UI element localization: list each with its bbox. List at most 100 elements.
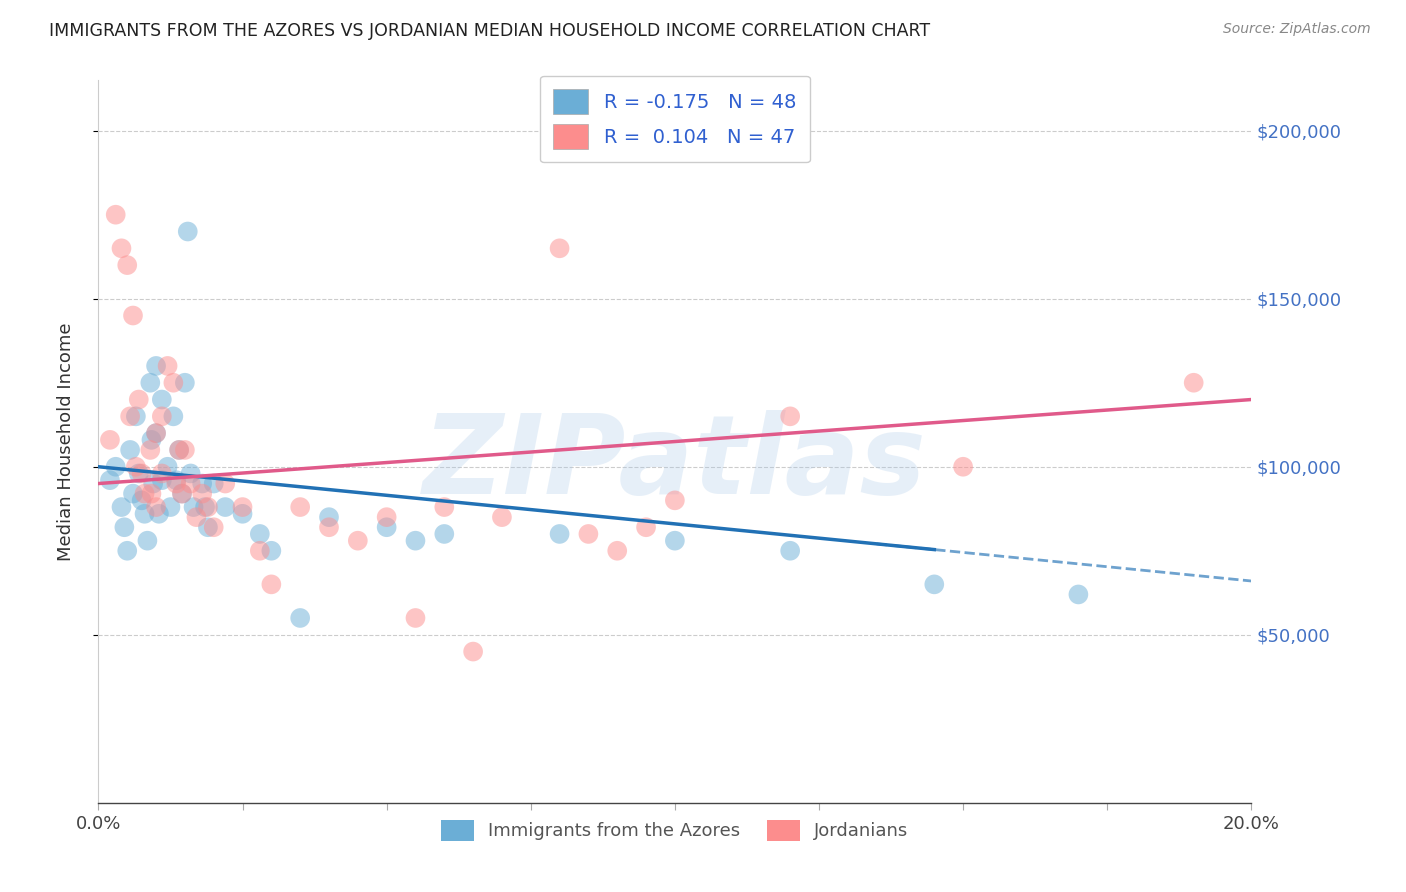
Point xyxy=(131,493,153,508)
Point xyxy=(170,486,193,500)
Point xyxy=(578,527,600,541)
Point xyxy=(167,442,190,457)
Point xyxy=(122,309,145,323)
Point xyxy=(167,442,190,457)
Point xyxy=(180,467,202,481)
Point xyxy=(125,409,148,424)
Point xyxy=(148,507,170,521)
Point xyxy=(249,543,271,558)
Point xyxy=(183,500,205,514)
Point xyxy=(128,467,150,481)
Point xyxy=(347,533,370,548)
Point xyxy=(117,543,139,558)
Point xyxy=(202,476,225,491)
Point xyxy=(120,409,142,424)
Point xyxy=(145,426,167,441)
Point xyxy=(186,510,208,524)
Point xyxy=(952,459,974,474)
Point xyxy=(128,392,150,407)
Legend: Immigrants from the Azores, Jordanians: Immigrants from the Azores, Jordanians xyxy=(434,813,915,848)
Point xyxy=(165,473,187,487)
Y-axis label: Median Household Income: Median Household Income xyxy=(56,322,75,561)
Point xyxy=(170,486,193,500)
Point xyxy=(145,426,167,441)
Point xyxy=(122,486,145,500)
Point xyxy=(156,459,179,474)
Point xyxy=(191,476,214,491)
Point xyxy=(664,493,686,508)
Point xyxy=(433,500,456,514)
Point xyxy=(318,520,340,534)
Point xyxy=(145,500,167,514)
Point xyxy=(202,520,225,534)
Point xyxy=(139,376,162,390)
Point xyxy=(194,500,217,514)
Point xyxy=(290,611,312,625)
Point xyxy=(174,442,197,457)
Point xyxy=(139,442,162,457)
Point xyxy=(98,473,121,487)
Point xyxy=(214,476,236,491)
Point xyxy=(249,527,271,541)
Point xyxy=(779,543,801,558)
Point xyxy=(463,644,485,658)
Point xyxy=(120,442,142,457)
Point xyxy=(197,520,219,534)
Point xyxy=(134,486,156,500)
Point xyxy=(318,510,340,524)
Point xyxy=(136,533,159,548)
Point xyxy=(110,500,132,514)
Point xyxy=(548,527,571,541)
Point xyxy=(156,359,179,373)
Text: IMMIGRANTS FROM THE AZORES VS JORDANIAN MEDIAN HOUSEHOLD INCOME CORRELATION CHAR: IMMIGRANTS FROM THE AZORES VS JORDANIAN … xyxy=(49,22,931,40)
Point xyxy=(104,208,127,222)
Point xyxy=(177,225,200,239)
Point xyxy=(165,476,187,491)
Point xyxy=(260,577,283,591)
Point xyxy=(197,500,219,514)
Point xyxy=(260,543,283,558)
Point xyxy=(150,392,173,407)
Point xyxy=(150,473,173,487)
Point xyxy=(231,500,254,514)
Point xyxy=(159,500,181,514)
Point xyxy=(1067,587,1090,601)
Point xyxy=(125,459,148,474)
Point xyxy=(131,467,153,481)
Point xyxy=(98,433,121,447)
Point xyxy=(548,241,571,255)
Point xyxy=(162,409,184,424)
Point xyxy=(134,507,156,521)
Point xyxy=(214,500,236,514)
Point xyxy=(405,611,427,625)
Point xyxy=(104,459,127,474)
Point xyxy=(112,520,135,534)
Point xyxy=(191,486,214,500)
Point xyxy=(174,376,197,390)
Point xyxy=(1182,376,1205,390)
Point xyxy=(231,507,254,521)
Point xyxy=(162,376,184,390)
Point xyxy=(779,409,801,424)
Point xyxy=(664,533,686,548)
Text: ZIPatlas: ZIPatlas xyxy=(423,409,927,516)
Text: Source: ZipAtlas.com: Source: ZipAtlas.com xyxy=(1223,22,1371,37)
Point xyxy=(405,533,427,548)
Point xyxy=(606,543,628,558)
Point xyxy=(180,476,202,491)
Point xyxy=(375,510,398,524)
Point xyxy=(290,500,312,514)
Point xyxy=(145,359,167,373)
Point xyxy=(375,520,398,534)
Point xyxy=(150,467,173,481)
Point xyxy=(117,258,139,272)
Point xyxy=(110,241,132,255)
Point xyxy=(142,476,165,491)
Point xyxy=(636,520,658,534)
Point xyxy=(150,409,173,424)
Point xyxy=(924,577,946,591)
Point xyxy=(433,527,456,541)
Point xyxy=(491,510,513,524)
Point xyxy=(141,486,163,500)
Point xyxy=(141,433,163,447)
